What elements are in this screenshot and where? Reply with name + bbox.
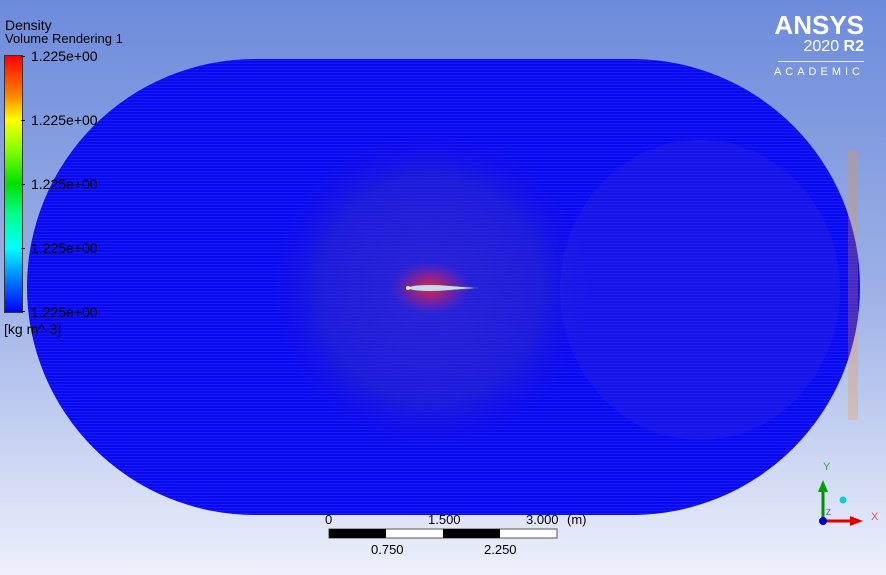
scale-label: 3.000	[526, 512, 559, 527]
scale-label: 0.750	[371, 542, 404, 557]
legend-tick-label: 1.225e+00	[31, 48, 98, 64]
airfoil	[406, 284, 479, 292]
logo-release: R2	[843, 38, 864, 55]
tick-mark	[21, 120, 25, 121]
legend-title: Density	[5, 17, 52, 33]
legend-tick-label: 1.225e+00	[31, 176, 98, 192]
axis-x-label: X	[871, 511, 879, 523]
scale-label: 1.500	[428, 512, 461, 527]
legend-units: [kg m^-3]	[4, 321, 62, 337]
tick-mark	[21, 311, 25, 312]
logo-edition: ACADEMIC	[773, 66, 864, 78]
tick-mark	[21, 56, 25, 57]
scale-unit: (m)	[567, 512, 587, 527]
tick-mark	[21, 248, 25, 249]
legend-tick-label: 1.225e+00	[31, 240, 98, 256]
scale-label: 0	[325, 512, 333, 527]
legend-object-name: Volume Rendering 1	[5, 31, 123, 46]
legend-tick-label: 1.225e+00	[31, 304, 98, 320]
logo-version: 2020	[803, 38, 840, 55]
axis-y-label: Y	[823, 461, 831, 473]
legend-tick-label: 1.225e+00	[31, 112, 98, 128]
logo-brand: ANSYS	[774, 10, 864, 40]
axis-z-label: Z	[826, 508, 831, 517]
tick-mark	[21, 184, 25, 185]
ansys-logo: ANSYS 2020 R2 ACADEMIC	[774, 12, 864, 78]
axis-triad	[818, 480, 863, 526]
scale-label: 2.250	[484, 542, 517, 557]
